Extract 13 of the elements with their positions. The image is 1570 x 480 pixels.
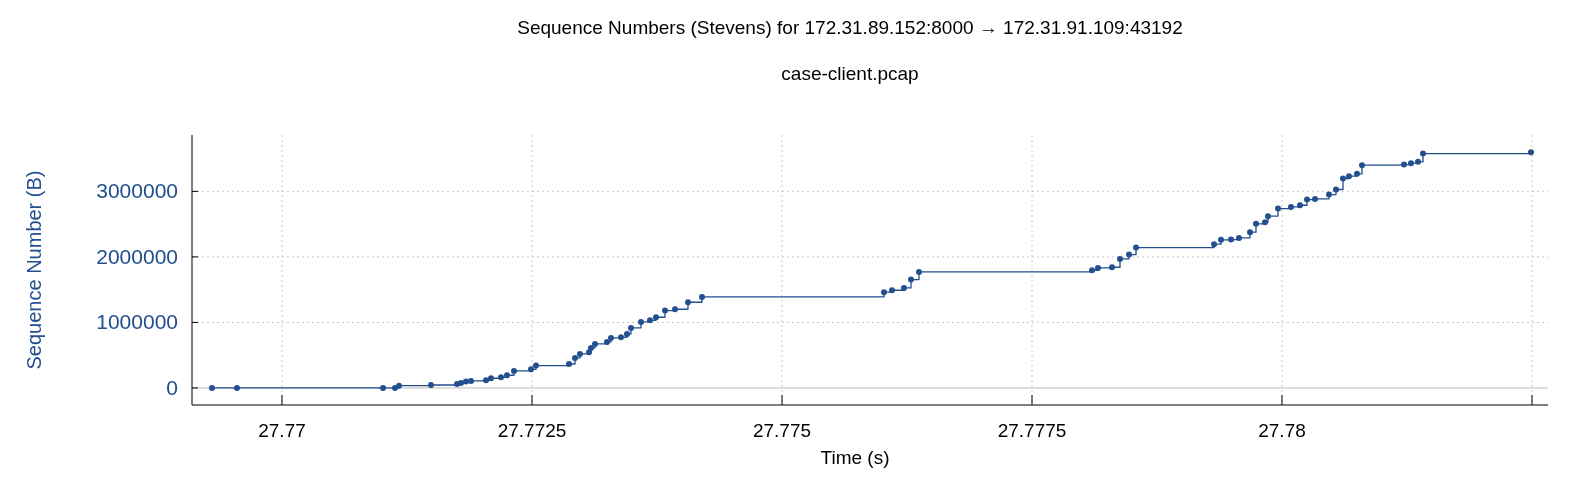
x-tick-label: 27.77 [258,420,306,441]
y-tick-label: 3000000 [96,179,178,203]
y-tick-label: 0 [166,375,178,399]
x-tick-label: 27.7775 [997,420,1067,441]
x-tick-label: 27.775 [752,420,812,441]
x-tick-label: 27.78 [1258,420,1306,441]
y-axis-title: Sequence Number (B) [23,170,45,370]
chart-subtitle: case-client.pcap [781,63,919,84]
chart-title: Sequence Numbers (Stevens) for 172.31.89.152:8000 → 172.31.91.109:43192 [517,17,1183,38]
x-axis-title: Time (s) [820,447,890,468]
y-tick-label: 2000000 [96,244,178,268]
y-tick-label: 1000000 [96,310,178,334]
x-tick-label: 27.7725 [497,420,567,441]
